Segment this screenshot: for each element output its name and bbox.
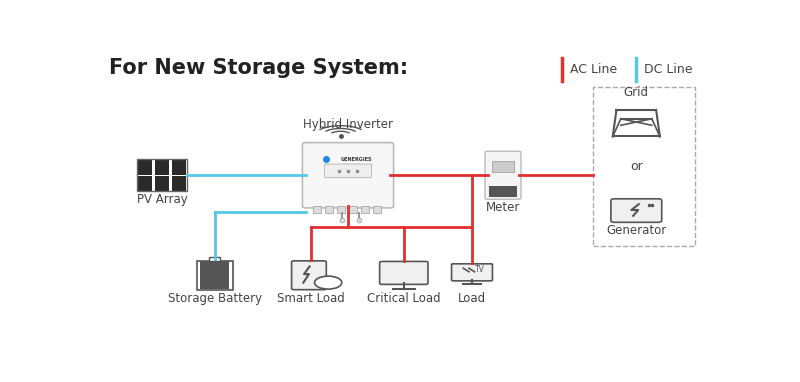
FancyBboxPatch shape xyxy=(611,199,662,222)
Bar xyxy=(155,176,169,191)
Text: UENERGIES: UENERGIES xyxy=(341,157,372,162)
FancyBboxPatch shape xyxy=(451,264,493,281)
Text: Grid: Grid xyxy=(624,86,649,99)
Bar xyxy=(325,206,334,213)
Bar xyxy=(489,186,518,197)
Circle shape xyxy=(314,276,342,289)
Bar xyxy=(171,160,186,175)
Bar xyxy=(201,282,229,288)
FancyBboxPatch shape xyxy=(325,164,371,178)
Bar xyxy=(361,206,369,213)
Text: Smart Load: Smart Load xyxy=(277,292,345,305)
Text: Load: Load xyxy=(458,292,486,305)
Text: TV: TV xyxy=(474,265,484,274)
Bar xyxy=(373,206,381,213)
Bar xyxy=(171,176,186,191)
Bar xyxy=(138,176,153,191)
Bar xyxy=(314,206,322,213)
Text: Critical Load: Critical Load xyxy=(367,292,441,305)
FancyBboxPatch shape xyxy=(302,142,394,208)
FancyBboxPatch shape xyxy=(380,261,428,284)
Bar xyxy=(197,261,233,290)
FancyBboxPatch shape xyxy=(485,151,521,199)
Text: or: or xyxy=(630,160,642,173)
Text: AC Line: AC Line xyxy=(570,63,617,76)
Bar xyxy=(593,87,695,246)
Text: Generator: Generator xyxy=(606,224,666,237)
Bar xyxy=(349,206,357,213)
Bar xyxy=(493,160,514,172)
Text: Meter: Meter xyxy=(486,201,520,214)
Text: DC Line: DC Line xyxy=(644,63,693,76)
FancyBboxPatch shape xyxy=(291,261,326,290)
Bar xyxy=(209,257,220,261)
Bar xyxy=(201,275,229,282)
Text: For New Storage System:: For New Storage System: xyxy=(110,58,409,78)
Bar xyxy=(155,160,169,175)
Bar xyxy=(138,159,187,191)
Bar xyxy=(337,206,345,213)
Text: PV Array: PV Array xyxy=(137,193,187,206)
Bar xyxy=(201,261,229,268)
Text: Hybrid Inverter: Hybrid Inverter xyxy=(303,118,393,131)
Text: Storage Battery: Storage Battery xyxy=(168,292,262,305)
Bar xyxy=(138,160,153,175)
Bar xyxy=(201,269,229,275)
